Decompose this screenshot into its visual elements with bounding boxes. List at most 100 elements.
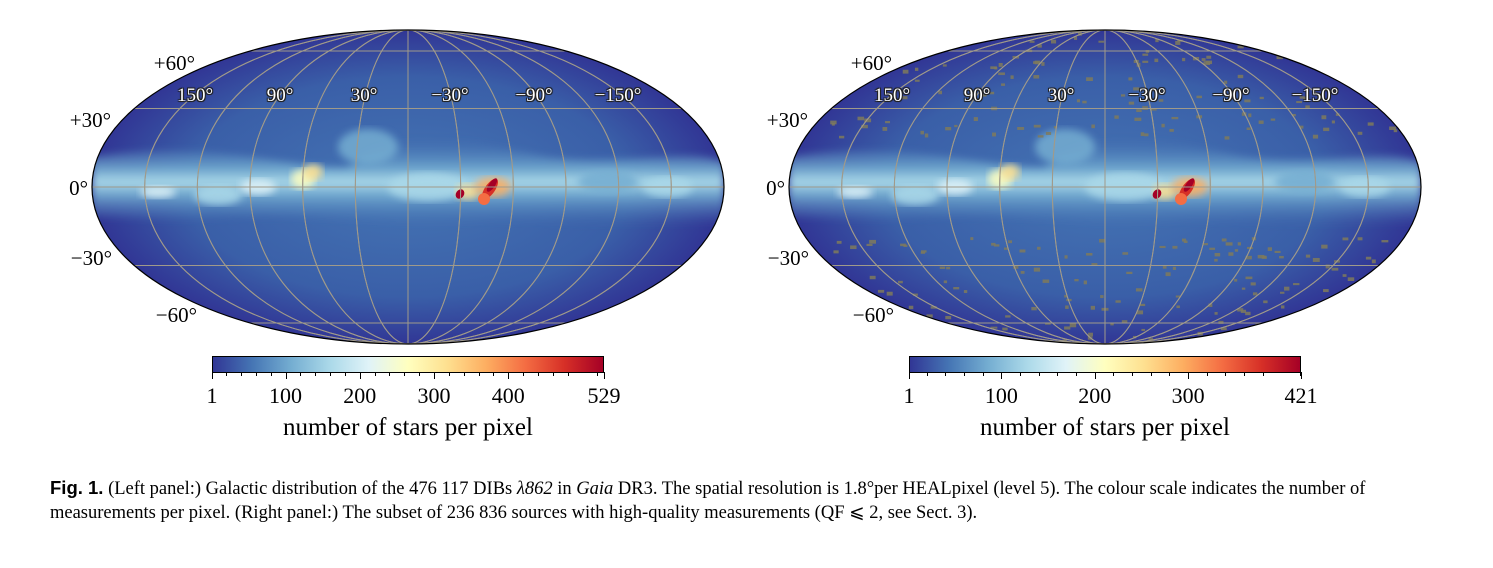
gap-pixel: [939, 266, 946, 269]
gap-pixel: [1218, 320, 1224, 324]
gap-pixel: [1246, 127, 1251, 130]
colorbar-minor-tick: [567, 372, 569, 376]
gap-pixel: [1331, 120, 1335, 124]
lon-label: 150°: [176, 85, 214, 106]
density-clump: [1275, 170, 1335, 194]
lon-label: −150°: [594, 85, 642, 106]
colorbar-tick-label: 300: [417, 383, 451, 408]
gap-pixel: [1037, 246, 1041, 250]
gap-pixel: [1250, 282, 1256, 286]
gap-pixel: [1053, 126, 1058, 129]
gap-pixel: [1312, 257, 1320, 262]
gap-pixel: [1083, 280, 1087, 285]
gap-pixel: [953, 287, 960, 290]
density-clump: [140, 186, 176, 198]
colorbar-minor-tick: [597, 372, 599, 376]
gap-pixel: [1280, 305, 1285, 309]
lat-label: +30°: [766, 108, 808, 132]
gap-pixel: [1165, 272, 1171, 277]
colorbar-minor-tick: [1020, 372, 1022, 376]
gap-pixel: [1148, 338, 1153, 341]
gap-pixel: [1100, 295, 1104, 299]
gap-pixel: [1208, 303, 1213, 307]
gap-pixel: [1274, 250, 1281, 254]
gap-pixel: [901, 96, 908, 100]
gap-pixel: [1381, 240, 1389, 243]
gap-pixel: [833, 250, 839, 254]
gap-pixel: [963, 290, 968, 293]
gap-pixel: [998, 72, 1005, 76]
gap-pixel: [1261, 256, 1267, 259]
colorbar-minor-tick: [389, 372, 391, 376]
gap-pixel: [1128, 101, 1135, 105]
colorbar-minor-tick: [1206, 372, 1208, 376]
gap-pixel: [1240, 309, 1247, 313]
colorbar-minor-tick: [448, 372, 450, 376]
gap-pixel: [1323, 127, 1330, 132]
gap-pixel: [1296, 101, 1303, 104]
gap-pixel: [1175, 295, 1181, 298]
gap-pixel: [1237, 45, 1244, 49]
caption-text: (Left panel:) Galactic distribution of t…: [103, 479, 517, 499]
lat-label: −60°: [852, 303, 894, 327]
colorbar-minor-tick: [226, 372, 228, 376]
gap-pixel: [1365, 256, 1372, 260]
left-panel: +60° +30° 0° −30° −60° 150° 90° 30° −30°…: [0, 0, 740, 460]
gap-pixel: [864, 118, 872, 123]
gap-pixel: [1162, 264, 1167, 269]
gap-pixel: [1357, 131, 1363, 135]
lat-label: −30°: [767, 246, 809, 270]
lon-label: −30°: [1128, 85, 1166, 106]
gap-pixel: [1091, 263, 1098, 266]
gap-pixel: [1001, 83, 1006, 86]
gap-pixel: [1171, 116, 1179, 120]
gap-pixel: [1141, 328, 1146, 332]
colorbar-minor-tick: [945, 372, 947, 376]
gap-pixel: [869, 275, 876, 280]
gap-pixel: [1032, 61, 1040, 64]
gap-pixel: [830, 120, 837, 125]
lon-label: −150°: [1291, 85, 1339, 106]
gap-pixel: [1142, 60, 1149, 63]
gap-pixel: [1181, 238, 1187, 242]
gap-pixel: [1115, 300, 1121, 303]
gap-pixel: [990, 66, 997, 70]
lat-label: +60°: [153, 51, 195, 75]
colorbar-minor-tick: [982, 372, 984, 376]
gap-pixel: [998, 62, 1003, 67]
gap-pixel: [1267, 247, 1272, 251]
gap-pixel: [1019, 249, 1026, 253]
colorbar-minor-tick: [552, 372, 554, 376]
gap-pixel: [1086, 77, 1093, 82]
gap-pixel: [1128, 77, 1133, 81]
density-clump: [1035, 129, 1095, 165]
gap-pixel: [1135, 288, 1143, 292]
colorbar-minor-tick: [493, 372, 495, 376]
gap-pixel: [1121, 320, 1128, 323]
gap-pixel: [943, 280, 948, 284]
colorbar-tick-label: 1: [903, 383, 915, 408]
gap-pixel: [954, 124, 958, 128]
gap-pixel: [946, 266, 951, 270]
gap-pixel: [897, 280, 903, 284]
gap-pixel: [1258, 120, 1264, 124]
colorbar-major-tick: [508, 372, 510, 379]
colorbar-major-tick: [285, 372, 287, 379]
lon-label: 90°: [963, 85, 991, 106]
caption-text: DR3. The spatial resolution is 1.8°per H…: [50, 479, 1366, 523]
gap-pixel: [1029, 40, 1035, 43]
lat-label: 0°: [69, 176, 88, 200]
density-peak: [1175, 193, 1187, 205]
gap-pixel: [993, 244, 1000, 247]
colorbar-tick-label: 100: [984, 383, 1018, 408]
gap-pixel: [1098, 40, 1105, 43]
density-peak: [486, 178, 498, 192]
gap-pixel: [1252, 292, 1258, 296]
colorbar-tick-label: 300: [1171, 383, 1205, 408]
colorbar-major-tick: [604, 372, 605, 379]
gap-pixel: [1237, 308, 1244, 312]
gap-pixel: [1136, 109, 1142, 113]
gap-pixel: [1183, 240, 1188, 244]
density-clump: [891, 185, 939, 205]
gap-pixel: [1069, 323, 1077, 328]
